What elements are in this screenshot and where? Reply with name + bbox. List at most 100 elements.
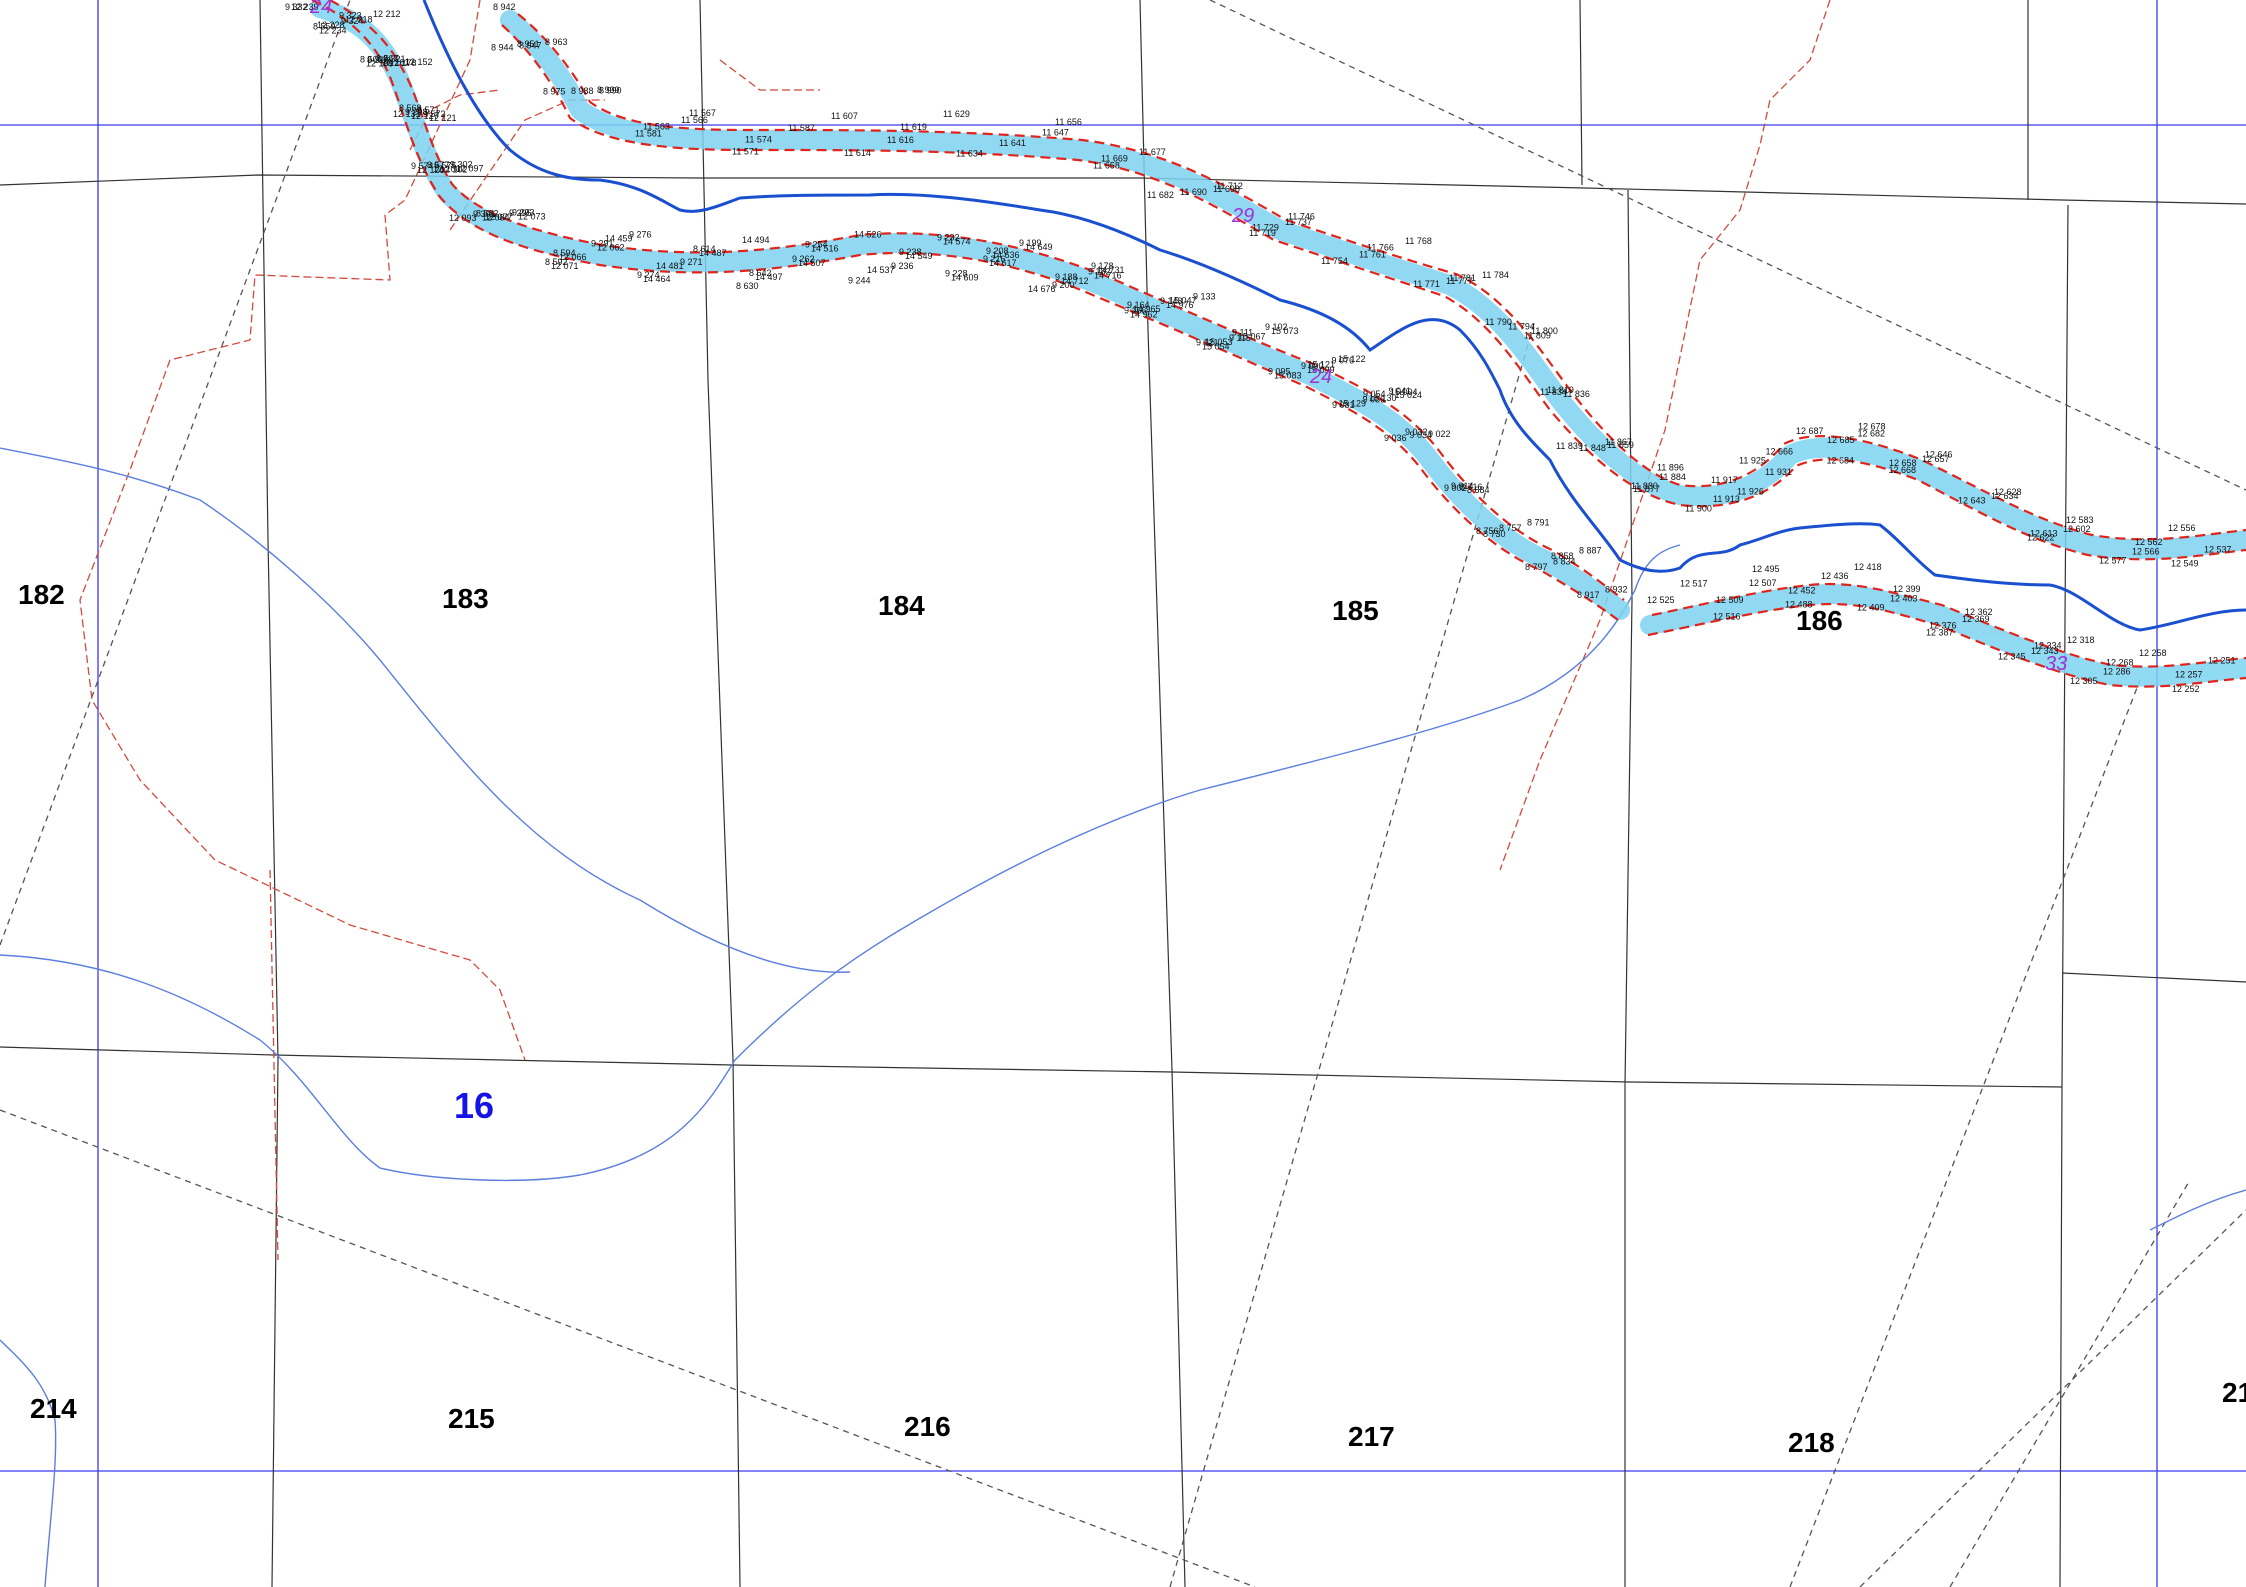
elevation-label: 14 609 bbox=[951, 272, 979, 282]
elevation-label: 14 537 bbox=[867, 265, 895, 275]
elevation-label: 15 121 bbox=[1308, 360, 1336, 370]
elevation-label: 14 497 bbox=[755, 272, 783, 282]
elevation-label: 12 345 bbox=[1998, 652, 2026, 662]
elevation-label: 11 931 bbox=[1765, 467, 1792, 477]
elevation-label: 12 369 bbox=[1962, 614, 1990, 624]
elevation-label: 11 900 bbox=[1685, 503, 1712, 513]
elevation-label: 12 152 bbox=[405, 57, 433, 67]
elevation-label: 12 234 bbox=[319, 26, 347, 36]
elevation-label: 8 592 bbox=[545, 257, 568, 267]
elevation-label: 14 574 bbox=[943, 237, 971, 247]
elevation-label: 12 668 bbox=[1889, 465, 1917, 475]
elevation-label: 8 858 bbox=[1551, 551, 1574, 561]
elevation-label: 15 024 bbox=[1395, 390, 1423, 400]
elevation-label: 11 754 bbox=[1321, 256, 1348, 266]
elevation-label: 8 757 bbox=[1499, 523, 1522, 533]
elevation-label: 8 571 bbox=[417, 105, 440, 115]
elevation-label: 9 115 bbox=[1229, 333, 1251, 343]
parcel-label-217[interactable]: 217 bbox=[1348, 1421, 1395, 1452]
elevation-label: 9 324 bbox=[341, 16, 364, 26]
elevation-label: 9 054 bbox=[1363, 389, 1386, 399]
elevation-label: 12 628 bbox=[1994, 487, 2022, 497]
elevation-label: 11 819 bbox=[1547, 385, 1574, 395]
elevation-label: 14 494 bbox=[742, 235, 770, 245]
elevation-label: 9 293 bbox=[512, 208, 535, 218]
elevation-label: 11 917 bbox=[1711, 475, 1738, 485]
elevation-label: 12 071 bbox=[551, 261, 579, 271]
elevation-label: 11 587 bbox=[788, 123, 815, 133]
parcel-label-215[interactable]: 215 bbox=[448, 1403, 495, 1434]
elevation-label: 11 834 bbox=[1540, 387, 1567, 397]
elevation-label: 12 268 bbox=[2106, 657, 2134, 667]
elevation-label: 8 990 bbox=[599, 86, 622, 96]
elevation-label: 9 034 bbox=[1410, 430, 1433, 440]
elevation-label: 12 685 bbox=[1827, 435, 1855, 445]
elevation-label: 11 658 bbox=[1093, 160, 1120, 170]
parcel-label-218[interactable]: 218 bbox=[1788, 1427, 1835, 1458]
elevation-label: 14 962 bbox=[1130, 310, 1158, 320]
sheet-number: 16 bbox=[454, 1085, 494, 1126]
elevation-label: 14 965 bbox=[1133, 304, 1161, 314]
parcel-label-183[interactable]: 183 bbox=[442, 583, 489, 614]
elevation-label: 11 771 bbox=[1413, 279, 1440, 289]
elevation-label: 8 963 bbox=[545, 37, 568, 47]
elevation-label: 14 459 bbox=[605, 233, 633, 243]
elevation-label: 12 643 bbox=[1958, 495, 1986, 505]
elevation-label: 14 636 bbox=[992, 250, 1020, 260]
parcel-label-216[interactable]: 216 bbox=[904, 1411, 951, 1442]
elevation-label: 11 656 bbox=[1055, 117, 1082, 127]
elevation-label: 9 244 bbox=[848, 275, 871, 285]
elevation-label: 9 090 bbox=[1301, 361, 1324, 371]
elevation-label: 8 951 bbox=[517, 39, 540, 49]
elevation-label: 8 594 bbox=[553, 248, 576, 258]
parcel-label-182[interactable]: 182 bbox=[18, 579, 65, 610]
elevation-label: 12 409 bbox=[1857, 603, 1885, 613]
parcel-label-184[interactable]: 184 bbox=[878, 590, 925, 621]
elevation-label: 12 577 bbox=[2099, 556, 2127, 566]
elevation-label: 12 334 bbox=[2034, 641, 2062, 651]
elevation-label: 12 228 bbox=[317, 20, 345, 30]
elevation-label: 15 053 bbox=[1205, 337, 1233, 347]
parcel-label-185[interactable]: 185 bbox=[1332, 595, 1379, 626]
elevation-label: 8 630 bbox=[736, 281, 759, 291]
elevation-label: 12 658 bbox=[1889, 458, 1917, 468]
elevation-label: 15 067 bbox=[1238, 332, 1266, 342]
elevation-label: 14 526 bbox=[854, 229, 882, 239]
elevation-label: 11 719 bbox=[1249, 228, 1276, 238]
elevation-label: 14 516 bbox=[811, 244, 839, 254]
elevation-label: 9 200 bbox=[1052, 280, 1075, 290]
elevation-label: 9 002 bbox=[1444, 483, 1467, 493]
elevation-label: 9 321 bbox=[383, 54, 406, 64]
elevation-label: 8 559 bbox=[313, 22, 336, 32]
elevation-label: 12 066 bbox=[559, 252, 587, 262]
elevation-label: 8 932 bbox=[1605, 585, 1628, 595]
elevation-label: 12 537 bbox=[2204, 544, 2232, 554]
parcel-label-21[interactable]: 21 bbox=[2222, 1377, 2246, 1408]
elevation-label: 8 716 bbox=[1460, 482, 1483, 492]
elevation-label: 11 809 bbox=[1524, 331, 1551, 341]
elevation-label: 11 766 bbox=[1367, 243, 1394, 253]
elevation-label: 12 102 bbox=[440, 165, 468, 175]
parcel-labels: 182 183 184 185 186 214 215 216 217 218 … bbox=[18, 579, 2246, 1458]
elevation-label: 12 507 bbox=[1749, 578, 1777, 588]
parcel-label-214[interactable]: 214 bbox=[30, 1393, 77, 1424]
river-band bbox=[310, 0, 2246, 687]
elevation-label: 11 669 bbox=[1101, 154, 1128, 164]
elevation-label: 11 884 bbox=[1659, 472, 1686, 482]
elevation-label: 11 867 bbox=[1605, 437, 1632, 447]
elevation-label: 8 942 bbox=[493, 2, 516, 12]
elevation-label: 12 093 bbox=[449, 213, 477, 223]
elevation-label: 9 291 bbox=[591, 239, 614, 249]
river-marker: 29 bbox=[1231, 205, 1254, 227]
elevation-label: 12 251 bbox=[2208, 655, 2236, 665]
parcel-label-186[interactable]: 186 bbox=[1796, 605, 1843, 636]
elevation-label: 11 677 bbox=[1139, 147, 1166, 157]
elevation-label: 12 121 bbox=[429, 113, 457, 123]
elevation-label: 12 239 bbox=[291, 2, 319, 12]
elevation-label: 14 481 bbox=[656, 261, 684, 271]
